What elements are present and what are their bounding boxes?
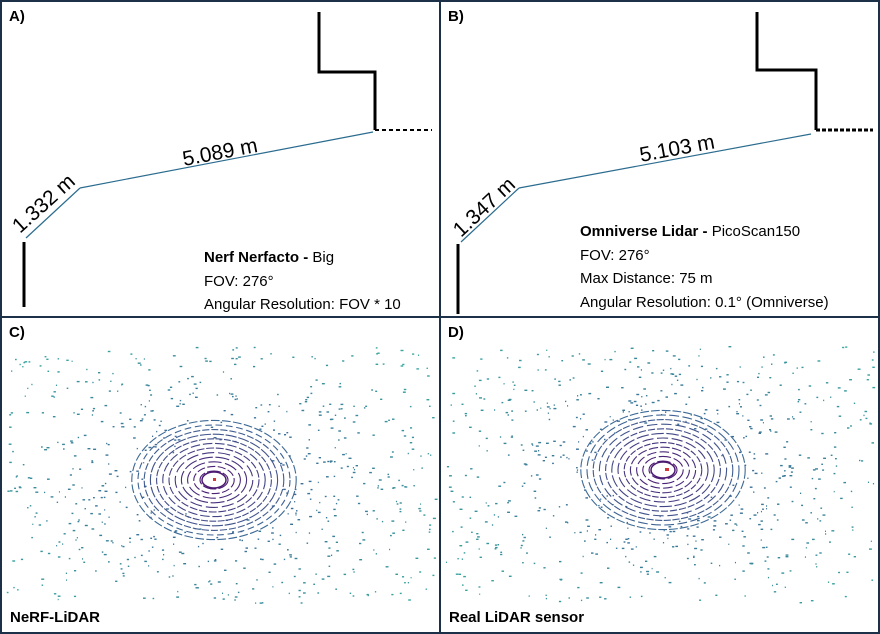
info-block-a: Nerf Nerfacto - Big FOV: 276° Angular Re… — [204, 246, 401, 316]
measure-label-long-b: 5.103 m — [638, 130, 717, 166]
measure-line-long-b — [518, 133, 812, 189]
info-title-rest-b: PicoScan150 — [707, 223, 801, 240]
info-title-bold-a: Nerf Nerfacto - — [204, 249, 309, 266]
sensor-marker — [665, 468, 669, 471]
info-title-rest-a: Big — [308, 249, 335, 266]
panel-b: 5.103 m 1.347 m B) Omniverse Lidar - Pic… — [439, 0, 880, 318]
panel-c: C) NeRF-LiDAR — [0, 316, 441, 634]
lidar-rings — [131, 419, 297, 541]
point-cloud-points — [445, 346, 876, 604]
info-title-b: Omniverse Lidar - PicoScan150 — [580, 220, 829, 244]
info-fov-a: FOV: 276° — [204, 272, 274, 290]
wall-outline-a — [317, 12, 377, 130]
point-cloud-d — [445, 346, 876, 604]
panel-a-drawing: 5.089 m 1.332 m — [8, 12, 432, 307]
measure-line-long-a — [79, 131, 374, 189]
info-block-b: Omniverse Lidar - PicoScan150 FOV: 276° … — [580, 220, 829, 314]
info-resolution-a: Angular Resolution: FOV * 10 — [204, 296, 401, 313]
vehicle-blank-area — [650, 461, 676, 479]
info-fov-b: FOV: 276° — [580, 246, 650, 264]
wall-outline-b — [755, 12, 818, 130]
panel-label-b: B) — [448, 8, 464, 25]
origin-marker — [213, 478, 216, 481]
panel-b-drawing: 5.103 m 1.347 m — [449, 12, 873, 314]
measure-label-long-a: 5.089 m — [181, 134, 260, 171]
measure-line-short-a — [25, 187, 81, 239]
point-cloud-c — [6, 346, 438, 604]
panel-label-a: A) — [9, 8, 25, 25]
lidar-rings — [580, 409, 746, 531]
panel-label-c: C) — [9, 324, 25, 341]
panel-d: D) Real LiDAR sensor — [439, 316, 880, 634]
measure-label-short-a: 1.332 m — [8, 170, 80, 238]
measure-label-short-b: 1.347 m — [449, 173, 520, 242]
caption-d: Real LiDAR sensor — [449, 609, 585, 626]
measure-line-short-b — [460, 187, 520, 243]
info-title-bold-b: Omniverse Lidar - — [580, 223, 708, 240]
info-resolution-b: Angular Resolution: 0.1° (Omniverse) — [580, 293, 829, 311]
panel-a: 5.089 m 1.332 m A) Nerf Nerfacto - Big F… — [0, 0, 441, 318]
info-max-distance-b: Max Distance: 75 m — [580, 270, 713, 287]
caption-c: NeRF-LiDAR — [10, 609, 100, 626]
panel-label-d: D) — [448, 324, 464, 341]
info-title-a: Nerf Nerfacto - Big — [204, 246, 401, 270]
